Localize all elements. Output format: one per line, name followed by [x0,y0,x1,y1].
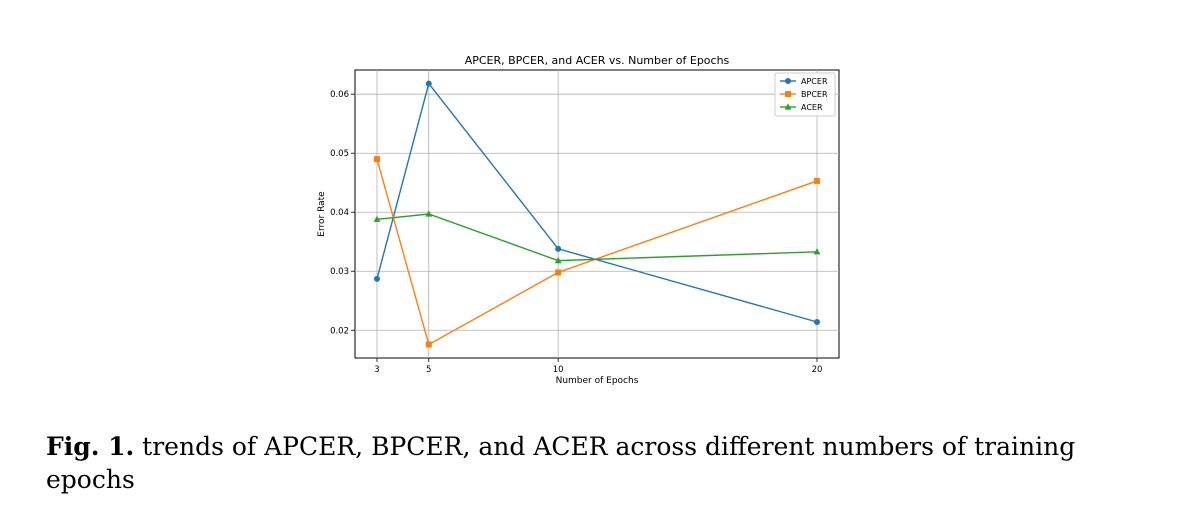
series-line-acer [376,213,818,262]
line-chart: APCER, BPCER, and ACER vs. Number of Epo… [317,54,840,386]
data-point-bpcer [814,177,820,184]
data-point-acer [373,215,381,222]
legend-marker-bpcer [785,91,791,97]
series-line-apcer [376,82,818,323]
x-tick-label: 10 [553,365,564,375]
legend-marker-apcer [785,78,791,84]
data-point-apcer [555,245,562,252]
data-point-apcer [374,275,380,282]
data-point-bpcer [555,269,562,276]
tick-layer: 3 5 10 20 0.02 0.03 0.04 0.05 0.06 [330,90,822,375]
y-tick-label: 0.06 [330,90,349,100]
x-tick-label: 3 [374,365,379,375]
y-axis-label: Error Rate [317,191,327,237]
legend-label-apcer: APCER [801,77,828,86]
data-point-bpcer [425,341,432,348]
figure-caption: Fig. 1. trends of APCER, BPCER, and ACER… [46,430,1136,496]
legend-marker-acer [784,103,792,110]
data-point-apcer [814,319,820,325]
data-point-apcer [425,80,432,87]
data-point-acer [813,248,821,255]
legend: APCER BPCER ACER [774,72,836,117]
y-tick-label: 0.03 [330,267,349,277]
chart-title: APCER, BPCER, and ACER vs. Number of Epo… [465,54,730,67]
grid-layer [355,70,839,358]
caption-text: trends of APCER, BPCER, and ACER across … [46,432,1076,494]
x-axis-label: Number of Epochs [556,376,639,386]
plot-frame [354,69,840,359]
legend-label-acer: ACER [801,103,823,112]
legend-box [774,72,836,117]
data-point-acer [554,257,562,264]
data-point-bpcer [374,156,380,163]
y-tick-label: 0.04 [330,208,349,218]
x-tick-label: 5 [426,365,431,375]
data-point-acer [425,210,433,217]
series-layer [373,80,821,348]
x-tick-label: 20 [812,365,823,375]
caption-label: Fig. 1. [46,432,135,461]
legend-label-bpcer: BPCER [801,90,828,99]
y-tick-label: 0.05 [330,149,349,159]
series-line-bpcer [376,158,818,346]
y-tick-label: 0.02 [330,326,349,336]
